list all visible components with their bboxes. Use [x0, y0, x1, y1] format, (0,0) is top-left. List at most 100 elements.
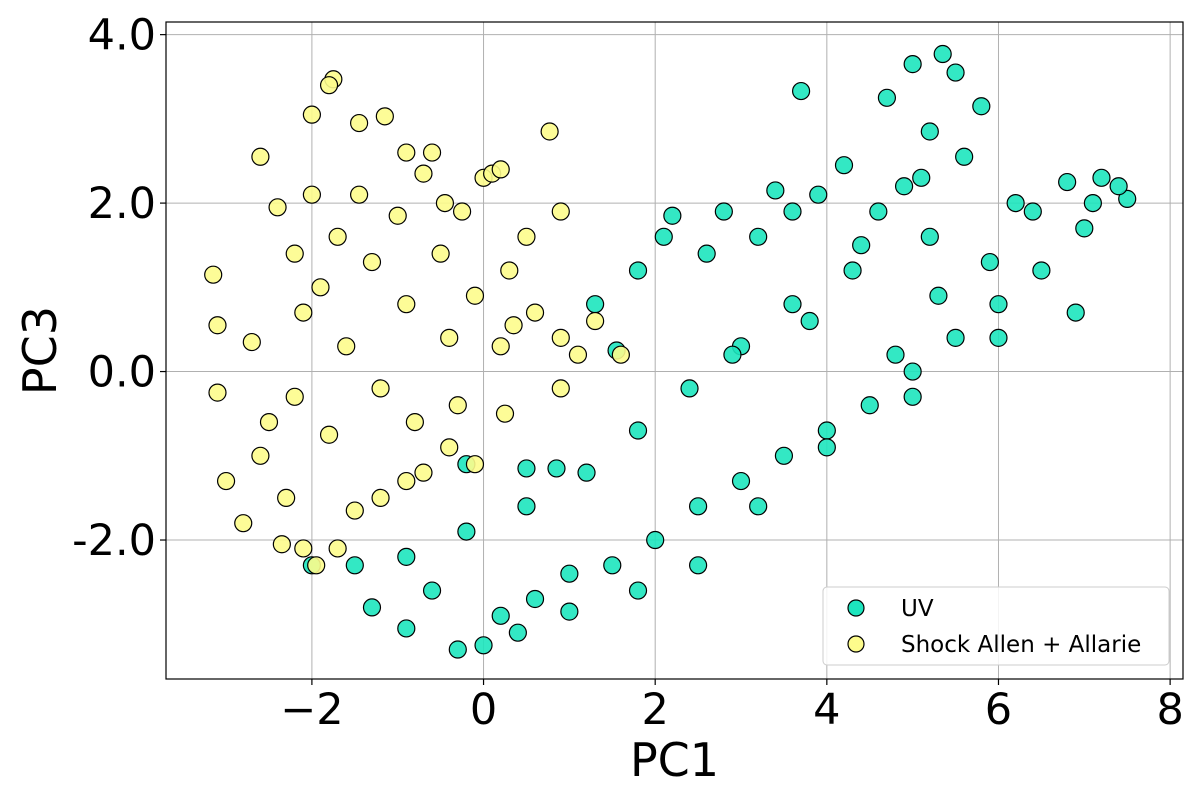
data-point-uv — [920, 227, 939, 246]
data-point-uv — [586, 295, 605, 314]
data-point-shock-allen-allarie — [495, 404, 515, 423]
data-point-shock-allen-allarie — [397, 471, 416, 491]
data-point-shock-allen-allarie — [375, 107, 394, 126]
data-point-shock-allen-allarie — [371, 488, 390, 508]
data-point-uv — [422, 581, 442, 600]
data-point-shock-allen-allarie — [465, 286, 485, 305]
data-point-uv — [817, 421, 836, 440]
data-point-shock-allen-allarie — [388, 206, 407, 225]
data-point-shock-allen-allarie — [251, 147, 270, 166]
data-point-shock-allen-allarie — [208, 316, 227, 335]
data-point-shock-allen-allarie — [448, 396, 467, 415]
data-point-shock-allen-allarie — [294, 539, 313, 558]
data-point-uv — [345, 556, 364, 575]
data-point-shock-allen-allarie — [540, 122, 559, 141]
data-point-shock-allen-allarie — [551, 328, 570, 347]
x-axis-title: PC1 — [630, 733, 719, 787]
data-point-uv — [560, 564, 579, 583]
data-point-shock-allen-allarie — [405, 412, 424, 432]
x-tick-label: 8 — [1156, 685, 1183, 735]
data-point-shock-allen-allarie — [422, 143, 442, 162]
data-point-shock-allen-allarie — [350, 113, 369, 133]
data-point-shock-allen-allarie — [452, 202, 472, 221]
data-point-uv — [628, 261, 648, 280]
data-point-uv — [809, 185, 828, 204]
data-point-shock-allen-allarie — [435, 193, 455, 213]
series-shock-allen-allarie — [204, 70, 630, 575]
data-point-uv — [903, 387, 922, 406]
data-point-shock-allen-allarie — [251, 446, 270, 465]
data-point-uv — [397, 547, 416, 566]
data-point-uv — [689, 556, 708, 575]
data-point-uv — [920, 122, 939, 141]
data-point-uv — [491, 606, 510, 625]
data-point-uv — [517, 459, 536, 478]
data-point-uv — [834, 156, 854, 175]
legend-box — [822, 586, 1170, 666]
data-point-uv — [731, 471, 751, 491]
data-point-uv — [560, 602, 579, 621]
data-point-shock-allen-allarie — [259, 412, 279, 432]
data-point-shock-allen-allarie — [551, 202, 570, 221]
data-point-shock-allen-allarie — [328, 227, 347, 246]
data-point-shock-allen-allarie — [414, 164, 433, 183]
data-point-uv — [1092, 168, 1111, 187]
y-tick-label: 0.0 — [88, 348, 156, 398]
data-point-uv — [680, 379, 699, 398]
data-point-uv — [903, 55, 922, 74]
data-point-uv — [689, 497, 708, 516]
data-point-uv — [860, 396, 879, 415]
data-point-uv — [946, 328, 965, 347]
data-point-uv — [766, 181, 785, 200]
legend-marker-uv — [847, 599, 865, 617]
data-point-uv — [1066, 303, 1085, 322]
data-point-uv — [1058, 172, 1077, 192]
data-point-uv — [457, 522, 476, 541]
y-tick-label: 2.0 — [88, 179, 156, 229]
data-point-uv — [1109, 177, 1128, 196]
data-point-uv — [791, 81, 811, 101]
data-point-shock-allen-allarie — [234, 514, 253, 533]
data-point-uv — [1006, 193, 1025, 213]
data-point-uv — [894, 177, 914, 196]
data-point-shock-allen-allarie — [208, 383, 227, 402]
data-point-uv — [1023, 202, 1042, 221]
x-tick-label: 2 — [642, 685, 669, 735]
data-point-shock-allen-allarie — [500, 261, 519, 280]
data-point-uv — [972, 97, 991, 116]
data-point-uv — [1075, 219, 1094, 238]
data-point-shock-allen-allarie — [302, 185, 321, 204]
data-point-shock-allen-allarie — [307, 556, 326, 575]
data-point-shock-allen-allarie — [568, 345, 588, 364]
data-point-shock-allen-allarie — [294, 303, 313, 322]
data-point-shock-allen-allarie — [491, 160, 510, 179]
data-point-uv — [628, 421, 648, 440]
data-point-shock-allen-allarie — [350, 185, 369, 204]
data-point-shock-allen-allarie — [517, 227, 536, 246]
data-point-uv — [646, 530, 665, 550]
data-point-shock-allen-allarie — [302, 105, 321, 124]
data-point-shock-allen-allarie — [319, 76, 339, 95]
data-point-shock-allen-allarie — [285, 244, 304, 263]
data-point-uv — [980, 252, 999, 272]
axis-ticks: −2 0 2 4 6 8 -2.0 0.0 2.0 4.0 — [72, 11, 1184, 735]
data-point-uv — [547, 459, 566, 478]
data-point-uv — [723, 345, 742, 364]
data-point-uv — [817, 438, 836, 457]
data-point-uv — [1032, 261, 1051, 280]
data-point-uv — [783, 202, 802, 221]
data-point-uv — [1083, 193, 1102, 213]
data-point-shock-allen-allarie — [371, 379, 390, 398]
data-point-uv — [697, 244, 716, 263]
data-point-uv — [397, 619, 416, 638]
data-point-shock-allen-allarie — [414, 463, 433, 482]
data-point-uv — [903, 362, 922, 381]
y-tick-label: 4.0 — [88, 11, 156, 61]
legend: UV Shock Allen + Allarie — [822, 586, 1170, 666]
data-point-uv — [448, 640, 467, 659]
data-point-shock-allen-allarie — [345, 501, 364, 520]
data-point-uv — [508, 623, 527, 642]
data-point-shock-allen-allarie — [319, 425, 339, 444]
